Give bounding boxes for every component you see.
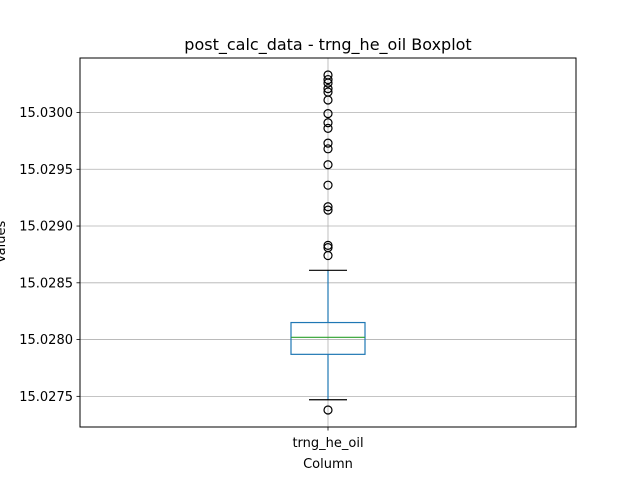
y-tick-label: 15.0275 bbox=[19, 390, 73, 405]
outlier-point bbox=[323, 205, 333, 215]
y-ticks: 15.0275 15.0280 15.0285 15.0290 15.0295 15.03… bbox=[19, 106, 80, 405]
outlier-point bbox=[323, 180, 333, 190]
outlier-point bbox=[323, 138, 333, 148]
outlier-point bbox=[323, 240, 333, 250]
outlier-point bbox=[323, 202, 333, 212]
x-tick-label: trng_he_oil bbox=[292, 436, 363, 451]
x-ticks: trng_he_oil bbox=[292, 427, 364, 451]
y-tick-label: 15.0285 bbox=[19, 276, 73, 291]
box-iqr bbox=[290, 321, 366, 355]
outlier-point bbox=[323, 144, 333, 154]
y-tick-label: 15.0290 bbox=[19, 220, 73, 235]
outlier-point bbox=[323, 118, 333, 128]
chart-title: post_calc_data - trng_he_oil Boxplot bbox=[184, 35, 471, 55]
outlier-point bbox=[323, 74, 333, 85]
outlier-point bbox=[323, 84, 333, 94]
outlier-point bbox=[323, 70, 333, 80]
y-tick-label: 15.0295 bbox=[19, 163, 73, 178]
outlier-point bbox=[323, 109, 333, 119]
y-tick-label: 15.0280 bbox=[19, 333, 73, 348]
outlier-point bbox=[323, 87, 333, 97]
outlier-point bbox=[323, 160, 333, 170]
y-tick-label: 15.0300 bbox=[19, 106, 73, 121]
outlier-point bbox=[323, 405, 333, 415]
outlier-point bbox=[323, 123, 333, 133]
x-axis-label: Column bbox=[303, 457, 353, 472]
box-layer bbox=[290, 70, 366, 415]
y-axis-label: Values bbox=[0, 221, 9, 264]
